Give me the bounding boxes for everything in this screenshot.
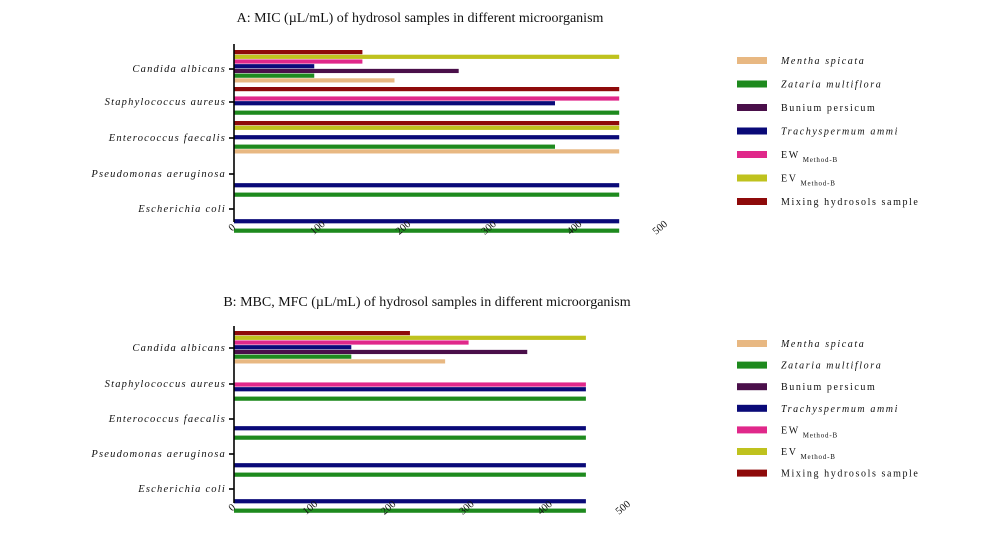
panel-a-category-label-enterococcus-faecalis: Enterococcus faecalis bbox=[108, 133, 226, 144]
panel-a-legend-swatch-trachyspermum-ammi bbox=[737, 127, 767, 135]
panel-a-x-tick-label-500: 500 bbox=[651, 219, 670, 238]
panel-b-bar-enterococcus-faecalis-trachyspermum-ammi bbox=[234, 426, 586, 431]
panel-b-x-tick-label-500: 500 bbox=[614, 499, 633, 518]
panel-a-bar-candida-albicans-trachyspermum-ammi bbox=[234, 64, 315, 69]
panel-a-legend-swatch-ew-method-b bbox=[737, 151, 767, 158]
panel-a-category-label-staphylococcus-aureus: Staphylococcus aureus bbox=[105, 97, 226, 108]
panel-b-bar-candida-albicans-ew-method-b bbox=[234, 340, 469, 345]
panel-b-legend-swatch-bunium-persicum bbox=[737, 383, 767, 391]
panel-a-bar-enterococcus-faecalis-mentha-spicata bbox=[234, 149, 620, 154]
panel-b-bar-staphylococcus-aureus-trachyspermum-ammi bbox=[234, 387, 586, 392]
panel-a-legend-label-ew-method-b: EW Method-B bbox=[781, 150, 838, 164]
panel-b-bar-candida-albicans-bunium-persicum bbox=[234, 349, 528, 355]
panel-a-bar-pseudomonas-aeruginosa-trachyspermum-ammi bbox=[234, 183, 620, 188]
panel-b-legend-swatch-ev-method-b bbox=[737, 448, 767, 455]
panel-b-legend-label-bunium-persicum: Bunium persicum bbox=[781, 382, 876, 393]
panel-b-legend-swatch-mixing-hydrosols-sample bbox=[737, 469, 767, 477]
panel-a-legend-label-mixing-hydrosols-sample: Mixing hydrosols sample bbox=[781, 197, 919, 208]
panel-b-legend-label-trachyspermum-ammi: Trachyspermum ammi bbox=[781, 404, 899, 415]
panel-a-bar-enterococcus-faecalis-zataria-multiflora bbox=[234, 144, 555, 149]
panel-b-category-label-pseudomonas-aeruginosa: Pseudomonas aeruginosa bbox=[90, 449, 226, 460]
panel-a-category-label-candida-albicans: Candida albicans bbox=[132, 64, 226, 75]
panel-b-legend-swatch-zataria-multiflora bbox=[737, 361, 767, 369]
panel-a-legend-label-ev-method-b: EV Method-B bbox=[781, 174, 836, 188]
panel-b-legend-swatch-ew-method-b bbox=[737, 426, 767, 434]
panel-b-title: B: MBC, MFC (µL/mL) of hydrosol samples … bbox=[223, 295, 630, 310]
panel-a-bar-staphylococcus-aureus-zataria-multiflora bbox=[234, 110, 620, 115]
panel-a-bar-enterococcus-faecalis-mixing-hydrosols-sample bbox=[234, 121, 620, 126]
panel-b-legend-swatch-mentha-spicata bbox=[737, 340, 767, 347]
panel-b-bar-candida-albicans-zataria-multiflora bbox=[234, 354, 352, 359]
panel-a-legend-label-zataria-multiflora: Zataria multiflora bbox=[781, 80, 882, 91]
panel-a-legend-label-mentha-spicata: Mentha spicata bbox=[780, 56, 865, 67]
panel-b-bar-pseudomonas-aeruginosa-zataria-multiflora bbox=[234, 472, 586, 477]
panel-b-category-label-candida-albicans: Candida albicans bbox=[132, 343, 226, 354]
panel-a-bar-pseudomonas-aeruginosa-zataria-multiflora bbox=[234, 192, 620, 197]
panel-a-legend-swatch-ev-method-b bbox=[737, 174, 767, 182]
panel-b-category-label-escherichia-coli: Escherichia coli bbox=[137, 484, 226, 495]
panel-a-legend-swatch-zataria-multiflora bbox=[737, 80, 767, 88]
panel-b-bar-escherichia-coli-trachyspermum-ammi bbox=[234, 499, 586, 504]
panel-b-bar-candida-albicans-trachyspermum-ammi bbox=[234, 345, 352, 350]
panel-a-title: A: MIC (µL/mL) of hydrosol samples in di… bbox=[237, 11, 604, 26]
panel-b-x-tick-label-0: 0 bbox=[227, 502, 238, 514]
panel-b-bar-enterococcus-faecalis-zataria-multiflora bbox=[234, 435, 586, 440]
panel-a-x-tick-label-0: 0 bbox=[227, 222, 238, 234]
panel-a-bar-escherichia-coli-trachyspermum-ammi bbox=[234, 219, 620, 224]
panel-a-bar-enterococcus-faecalis-ev-method-b bbox=[234, 125, 620, 130]
panel-a-legend-label-bunium-persicum: Bunium persicum bbox=[781, 103, 876, 114]
panel-a-legend-swatch-mentha-spicata bbox=[737, 57, 767, 64]
panel-a-bar-candida-albicans-mentha-spicata bbox=[234, 78, 395, 83]
panel-a-legend-label-trachyspermum-ammi: Trachyspermum ammi bbox=[781, 127, 899, 138]
panel-a-legend-swatch-bunium-persicum bbox=[737, 104, 767, 111]
panel-a-bar-staphylococcus-aureus-ew-method-b bbox=[234, 96, 620, 101]
panel-b-bar-candida-albicans-mentha-spicata bbox=[234, 359, 446, 364]
panel-b-bar-escherichia-coli-zataria-multiflora bbox=[234, 508, 586, 513]
panel-a-bar-staphylococcus-aureus-mixing-hydrosols-sample bbox=[234, 87, 620, 92]
panel-a-category-label-escherichia-coli: Escherichia coli bbox=[137, 204, 226, 215]
panel-b-bar-pseudomonas-aeruginosa-trachyspermum-ammi bbox=[234, 463, 586, 468]
panel-b-bar-staphylococcus-aureus-ew-method-b bbox=[234, 382, 586, 387]
panel-a-bar-candida-albicans-zataria-multiflora bbox=[234, 73, 315, 78]
panel-a-category-label-pseudomonas-aeruginosa: Pseudomonas aeruginosa bbox=[90, 169, 226, 180]
panel-a-bar-candida-albicans-bunium-persicum bbox=[234, 68, 459, 74]
panel-b-legend-label-mentha-spicata: Mentha spicata bbox=[780, 339, 865, 350]
panel-a-bar-escherichia-coli-zataria-multiflora bbox=[234, 228, 620, 233]
panel-a-chart: A: MIC (µL/mL) of hydrosol samples in di… bbox=[90, 11, 919, 238]
panel-b-bar-candida-albicans-ev-method-b bbox=[234, 335, 586, 340]
panel-a-bar-candida-albicans-ev-method-b bbox=[234, 54, 620, 59]
panel-a-bar-candida-albicans-ew-method-b bbox=[234, 59, 363, 64]
panel-b-legend-label-zataria-multiflora: Zataria multiflora bbox=[781, 361, 882, 372]
panel-b-legend-label-ew-method-b: EW Method-B bbox=[781, 425, 838, 439]
panel-a-bar-candida-albicans-mixing-hydrosols-sample bbox=[234, 50, 363, 55]
panel-b-legend-label-ev-method-b: EV Method-B bbox=[781, 447, 836, 461]
panel-b-legend-label-mixing-hydrosols-sample: Mixing hydrosols sample bbox=[781, 469, 919, 480]
panel-a-bar-enterococcus-faecalis-trachyspermum-ammi bbox=[234, 135, 620, 140]
panel-b-bar-staphylococcus-aureus-zataria-multiflora bbox=[234, 396, 586, 401]
panel-a-bar-staphylococcus-aureus-trachyspermum-ammi bbox=[234, 101, 555, 106]
panel-b-category-label-staphylococcus-aureus: Staphylococcus aureus bbox=[105, 379, 226, 390]
panel-a-legend-swatch-mixing-hydrosols-sample bbox=[737, 198, 767, 205]
panel-b-chart: B: MBC, MFC (µL/mL) of hydrosol samples … bbox=[90, 295, 919, 518]
panel-b-category-label-enterococcus-faecalis: Enterococcus faecalis bbox=[108, 414, 226, 425]
panel-b-bar-candida-albicans-mixing-hydrosols-sample bbox=[234, 331, 410, 336]
panel-b-legend-swatch-trachyspermum-ammi bbox=[737, 404, 767, 412]
